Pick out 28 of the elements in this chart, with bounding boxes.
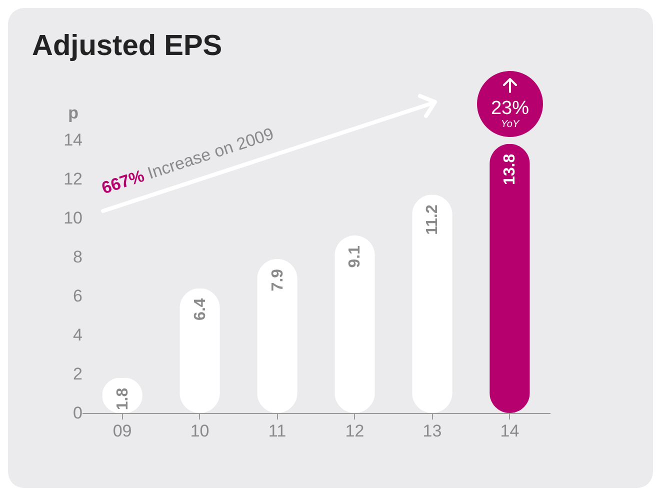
y-tick-label: 10 bbox=[64, 208, 82, 228]
x-tick-label: 10 bbox=[190, 422, 210, 440]
bar bbox=[334, 236, 375, 413]
bar bbox=[490, 144, 530, 413]
data-label: 7.9 bbox=[269, 268, 286, 292]
data-label: 6.4 bbox=[192, 298, 209, 320]
annotation: 667% Increase on 2009 bbox=[99, 124, 276, 198]
data-label: 9.1 bbox=[346, 245, 364, 268]
x-tick-label: 12 bbox=[345, 422, 364, 440]
data-label: 11.2 bbox=[424, 204, 442, 235]
y-tick-label: 14 bbox=[64, 130, 82, 150]
text: 23% YoY bbox=[490, 98, 530, 130]
bar bbox=[412, 194, 452, 413]
data-label: 1.8 bbox=[114, 388, 132, 410]
data-label: 13.8 bbox=[502, 154, 519, 186]
chart-title: Adjusted EPS bbox=[32, 30, 222, 63]
bar bbox=[257, 258, 298, 413]
x-tick-label: 11 bbox=[268, 422, 286, 440]
x-tick-label: 09 bbox=[112, 422, 132, 440]
x-tick-label: 13 bbox=[422, 422, 442, 440]
y-tick-label: 6 bbox=[73, 286, 82, 306]
x-tick-label: 14 bbox=[500, 422, 520, 440]
y-tick-label: 4 bbox=[73, 326, 82, 344]
y-tick-label: 8 bbox=[73, 248, 82, 266]
y-tick-label: 12 bbox=[64, 170, 82, 188]
y-axis-title: p bbox=[68, 104, 78, 122]
y-tick-label: 0 bbox=[73, 404, 82, 422]
y-tick-label: 2 bbox=[73, 364, 82, 384]
